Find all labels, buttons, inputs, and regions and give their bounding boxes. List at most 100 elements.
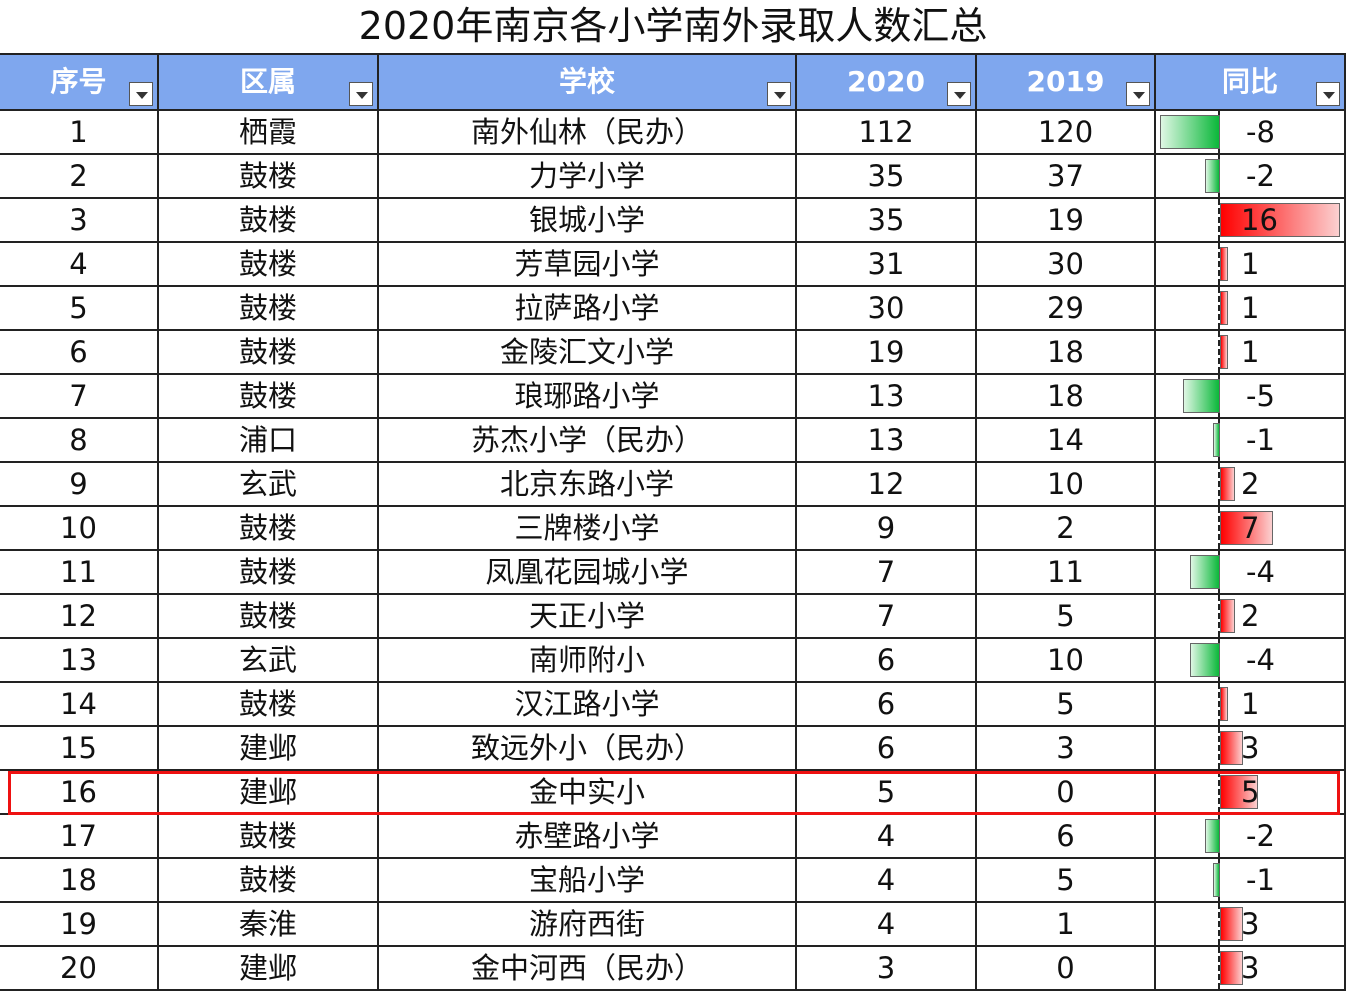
- yoy-change-cell[interactable]: -8: [1156, 111, 1346, 153]
- district-cell[interactable]: 鼓楼: [159, 683, 379, 725]
- yoy-change-cell[interactable]: 3: [1156, 903, 1346, 945]
- count-2019-cell[interactable]: 0: [977, 947, 1156, 989]
- school-cell[interactable]: 芳草园小学: [379, 243, 797, 285]
- district-cell[interactable]: 栖霞: [159, 111, 379, 153]
- school-cell[interactable]: 苏杰小学（民办）: [379, 419, 797, 461]
- row-number-cell[interactable]: 7: [0, 375, 159, 417]
- school-cell[interactable]: 三牌楼小学: [379, 507, 797, 549]
- count-2020-cell[interactable]: 31: [797, 243, 977, 285]
- yoy-change-cell[interactable]: -5: [1156, 375, 1346, 417]
- school-cell[interactable]: 琅琊路小学: [379, 375, 797, 417]
- district-cell[interactable]: 鼓楼: [159, 243, 379, 285]
- district-cell[interactable]: 建邺: [159, 727, 379, 769]
- yoy-change-cell[interactable]: 5: [1156, 771, 1346, 813]
- count-2019-cell[interactable]: 18: [977, 331, 1156, 373]
- school-cell[interactable]: 天正小学: [379, 595, 797, 637]
- school-cell[interactable]: 银城小学: [379, 199, 797, 241]
- count-2019-cell[interactable]: 18: [977, 375, 1156, 417]
- count-2020-cell[interactable]: 4: [797, 903, 977, 945]
- count-2019-cell[interactable]: 1: [977, 903, 1156, 945]
- count-2020-cell[interactable]: 19: [797, 331, 977, 373]
- count-2019-cell[interactable]: 11: [977, 551, 1156, 593]
- count-2019-cell[interactable]: 120: [977, 111, 1156, 153]
- yoy-change-cell[interactable]: -1: [1156, 419, 1346, 461]
- school-cell[interactable]: 南师附小: [379, 639, 797, 681]
- yoy-change-cell[interactable]: 1: [1156, 287, 1346, 329]
- district-cell[interactable]: 秦淮: [159, 903, 379, 945]
- yoy-change-cell[interactable]: -2: [1156, 815, 1346, 857]
- yoy-change-cell[interactable]: 16: [1156, 199, 1346, 241]
- count-2020-cell[interactable]: 9: [797, 507, 977, 549]
- row-number-cell[interactable]: 16: [0, 771, 159, 813]
- count-2020-cell[interactable]: 6: [797, 727, 977, 769]
- district-cell[interactable]: 鼓楼: [159, 815, 379, 857]
- count-2020-cell[interactable]: 4: [797, 859, 977, 901]
- yoy-change-cell[interactable]: 7: [1156, 507, 1346, 549]
- filter-dropdown-icon[interactable]: [1126, 82, 1150, 106]
- school-cell[interactable]: 凤凰花园城小学: [379, 551, 797, 593]
- row-number-cell[interactable]: 8: [0, 419, 159, 461]
- count-2020-cell[interactable]: 3: [797, 947, 977, 989]
- count-2020-cell[interactable]: 7: [797, 595, 977, 637]
- filter-dropdown-icon[interactable]: [1316, 82, 1340, 106]
- count-2020-cell[interactable]: 35: [797, 155, 977, 197]
- count-2019-cell[interactable]: 0: [977, 771, 1156, 813]
- school-cell[interactable]: 赤壁路小学: [379, 815, 797, 857]
- count-2020-cell[interactable]: 35: [797, 199, 977, 241]
- district-cell[interactable]: 鼓楼: [159, 155, 379, 197]
- count-2019-cell[interactable]: 5: [977, 683, 1156, 725]
- row-number-cell[interactable]: 6: [0, 331, 159, 373]
- row-number-cell[interactable]: 12: [0, 595, 159, 637]
- count-2020-cell[interactable]: 7: [797, 551, 977, 593]
- district-cell[interactable]: 建邺: [159, 771, 379, 813]
- district-cell[interactable]: 浦口: [159, 419, 379, 461]
- district-cell[interactable]: 建邺: [159, 947, 379, 989]
- count-2020-cell[interactable]: 13: [797, 375, 977, 417]
- count-2020-cell[interactable]: 4: [797, 815, 977, 857]
- yoy-change-cell[interactable]: 2: [1156, 595, 1346, 637]
- filter-dropdown-icon[interactable]: [947, 82, 971, 106]
- district-cell[interactable]: 鼓楼: [159, 375, 379, 417]
- count-2019-cell[interactable]: 2: [977, 507, 1156, 549]
- row-number-cell[interactable]: 19: [0, 903, 159, 945]
- district-cell[interactable]: 鼓楼: [159, 287, 379, 329]
- row-number-cell[interactable]: 13: [0, 639, 159, 681]
- row-number-cell[interactable]: 3: [0, 199, 159, 241]
- row-number-cell[interactable]: 4: [0, 243, 159, 285]
- count-2019-cell[interactable]: 37: [977, 155, 1156, 197]
- row-number-cell[interactable]: 11: [0, 551, 159, 593]
- count-2020-cell[interactable]: 6: [797, 639, 977, 681]
- yoy-change-cell[interactable]: -4: [1156, 551, 1346, 593]
- yoy-change-cell[interactable]: 1: [1156, 243, 1346, 285]
- row-number-cell[interactable]: 9: [0, 463, 159, 505]
- school-cell[interactable]: 金陵汇文小学: [379, 331, 797, 373]
- yoy-change-cell[interactable]: -1: [1156, 859, 1346, 901]
- count-2020-cell[interactable]: 12: [797, 463, 977, 505]
- row-number-cell[interactable]: 20: [0, 947, 159, 989]
- school-cell[interactable]: 致远外小（民办）: [379, 727, 797, 769]
- district-cell[interactable]: 玄武: [159, 639, 379, 681]
- yoy-change-cell[interactable]: 1: [1156, 683, 1346, 725]
- school-cell[interactable]: 汉江路小学: [379, 683, 797, 725]
- count-2019-cell[interactable]: 5: [977, 859, 1156, 901]
- school-cell[interactable]: 金中实小: [379, 771, 797, 813]
- yoy-change-cell[interactable]: -4: [1156, 639, 1346, 681]
- count-2019-cell[interactable]: 30: [977, 243, 1156, 285]
- district-cell[interactable]: 鼓楼: [159, 551, 379, 593]
- row-number-cell[interactable]: 5: [0, 287, 159, 329]
- count-2019-cell[interactable]: 19: [977, 199, 1156, 241]
- row-number-cell[interactable]: 17: [0, 815, 159, 857]
- row-number-cell[interactable]: 18: [0, 859, 159, 901]
- row-number-cell[interactable]: 15: [0, 727, 159, 769]
- count-2020-cell[interactable]: 6: [797, 683, 977, 725]
- filter-dropdown-icon[interactable]: [349, 82, 373, 106]
- count-2019-cell[interactable]: 6: [977, 815, 1156, 857]
- count-2019-cell[interactable]: 3: [977, 727, 1156, 769]
- yoy-change-cell[interactable]: -2: [1156, 155, 1346, 197]
- row-number-cell[interactable]: 1: [0, 111, 159, 153]
- count-2019-cell[interactable]: 14: [977, 419, 1156, 461]
- count-2020-cell[interactable]: 112: [797, 111, 977, 153]
- count-2020-cell[interactable]: 5: [797, 771, 977, 813]
- count-2020-cell[interactable]: 30: [797, 287, 977, 329]
- row-number-cell[interactable]: 2: [0, 155, 159, 197]
